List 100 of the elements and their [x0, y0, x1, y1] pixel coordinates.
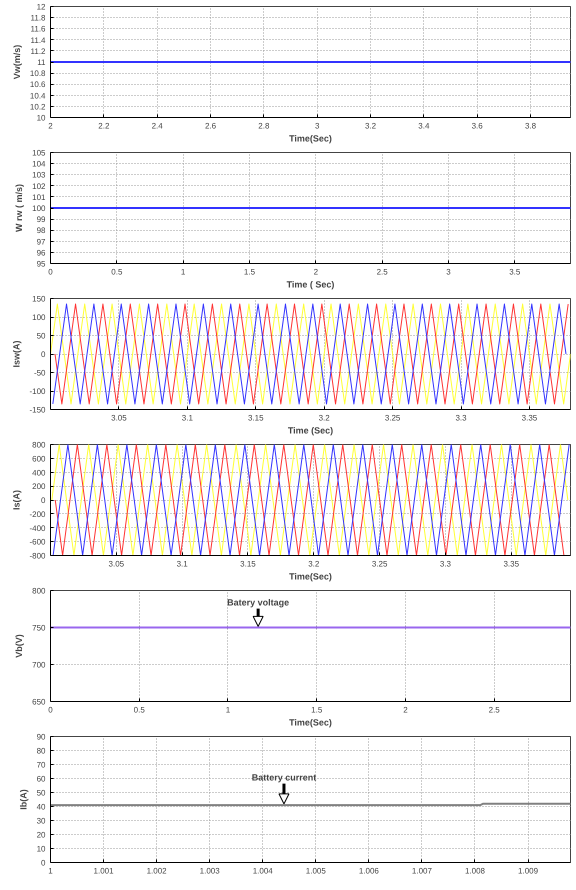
y-tick-label: 150: [32, 294, 46, 304]
y-tick-label: 20: [36, 830, 46, 840]
y-tick-label: 99: [36, 215, 46, 224]
x-tick-label: 2.2: [98, 122, 110, 130]
x-tick-label: 3.35: [503, 560, 520, 568]
x-tick-label: 1.004: [252, 866, 274, 876]
y-tick-label: 98: [36, 226, 46, 236]
x-tick-label: 2.5: [488, 706, 500, 714]
x-tick-label: 1: [48, 866, 54, 876]
y-tick-label: 11.8: [30, 14, 46, 23]
x-tick-label: 3.05: [108, 560, 125, 568]
x-tick-label: 3.25: [384, 414, 401, 422]
y-tick-label: 96: [36, 248, 46, 258]
x-tick-label: 1.009: [518, 866, 539, 876]
y-tick-label: 800: [32, 586, 46, 596]
x-tick-label: 3.2: [318, 414, 330, 422]
x-tick-label: 3.25: [372, 560, 388, 568]
x-axis-title: Time (Sec): [288, 426, 334, 436]
y-tick-label: -800: [29, 552, 46, 560]
x-tick-label: 1.5: [244, 268, 256, 276]
y-tick-label: 11.6: [30, 24, 46, 34]
y-tick-label: 10.8: [30, 69, 46, 78]
annotation: Batery voltage: [227, 598, 290, 608]
y-tick-label: 10: [36, 114, 46, 122]
y-tick-label: 60: [36, 774, 46, 784]
x-tick-label: 1: [180, 268, 186, 276]
y-tick-label: 50: [36, 788, 46, 798]
x-axis-title: Time ( Sec): [286, 280, 334, 290]
x-tick-label: 1.003: [200, 866, 220, 876]
y-tick-label: -100: [29, 387, 46, 396]
y-tick-label: -150: [29, 406, 46, 414]
x-tick-label: 3.35: [522, 414, 538, 422]
x-tick-label: 3.6: [472, 122, 484, 130]
x-tick-label: 1.001: [94, 866, 114, 876]
y-tick-label: 750: [32, 624, 46, 632]
y-tick-label: 30: [36, 816, 46, 826]
y-tick-label: 95: [36, 260, 46, 268]
x-tick-label: 3.05: [111, 414, 128, 422]
x-tick-label: 1.002: [146, 866, 168, 876]
y-tick-label: 40: [36, 802, 46, 812]
x-tick-label: 3.15: [240, 560, 256, 568]
y-tick-label: 11.4: [30, 36, 46, 45]
x-tick-label: 3.3: [440, 560, 452, 568]
x-axis-title: Time(Sec): [289, 134, 332, 144]
x-tick-label: 3.1: [176, 560, 188, 568]
y-tick-label: 0: [41, 858, 46, 868]
y-tick-label: 104: [32, 160, 46, 169]
y-tick-label: -600: [29, 538, 46, 547]
y-tick-label: 10.2: [30, 102, 46, 112]
x-tick-label: 1.008: [464, 866, 486, 876]
x-tick-label: 2.4: [152, 122, 164, 130]
y-axis-title: W rw ( m/s): [14, 184, 24, 232]
y-tick-label: 97: [36, 237, 46, 246]
x-axis-title: Time(Sec): [289, 572, 332, 582]
y-tick-label: 800: [32, 440, 46, 450]
x-tick-label: 3: [446, 268, 452, 276]
x-tick-label: 2.5: [376, 268, 388, 276]
y-tick-label: 650: [32, 698, 46, 706]
x-tick-label: 3.1: [182, 414, 194, 422]
x-tick-label: 0: [48, 706, 54, 714]
y-tick-label: -400: [29, 524, 46, 533]
y-tick-label: 10.4: [30, 91, 46, 100]
x-tick-label: 0.5: [134, 706, 146, 714]
y-tick-label: 0: [41, 350, 46, 359]
y-axis-title: Isw(A): [11, 340, 22, 368]
y-tick-label: -50: [34, 368, 46, 378]
x-tick-label: 1.5: [311, 706, 323, 714]
y-tick-label: 600: [32, 454, 46, 464]
x-tick-label: 0.5: [111, 268, 123, 276]
y-tick-label: 103: [32, 170, 46, 180]
x-tick-label: 2: [314, 268, 319, 276]
y-tick-label: 0: [41, 496, 46, 505]
x-tick-label: 2: [48, 122, 54, 130]
x-tick-label: 3.5: [509, 268, 521, 276]
y-axis-title: Ib(A): [18, 789, 29, 810]
y-tick-label: 90: [36, 732, 46, 742]
x-tick-label: 2.6: [204, 122, 217, 130]
x-axis-title: Time(Sec): [289, 718, 332, 728]
x-tick-label: 1.007: [412, 866, 432, 876]
x-tick-label: 1.005: [306, 866, 326, 876]
y-tick-label: 50: [36, 332, 46, 340]
y-tick-label: 11.2: [30, 46, 46, 56]
y-tick-label: 102: [32, 182, 46, 191]
y-tick-label: 80: [36, 746, 46, 756]
x-tick-label: 3.2: [308, 560, 320, 568]
x-tick-label: 3.15: [248, 414, 264, 422]
x-tick-label: 1: [226, 706, 231, 714]
y-tick-label: 400: [32, 468, 46, 478]
x-tick-label: 3.3: [455, 414, 468, 422]
y-axis-title: Vb(V): [14, 634, 24, 658]
x-tick-label: 1.006: [358, 866, 380, 876]
y-tick-label: -200: [29, 510, 46, 519]
y-tick-label: 12: [36, 2, 46, 12]
y-tick-label: 100: [32, 204, 46, 213]
y-tick-label: 105: [32, 148, 46, 158]
x-tick-label: 2.8: [258, 122, 270, 130]
x-tick-label: 2: [403, 706, 408, 714]
x-tick-label: 3.8: [524, 122, 537, 130]
y-axis-title: Vw(m/s): [12, 44, 22, 80]
y-tick-label: 100: [32, 313, 46, 322]
